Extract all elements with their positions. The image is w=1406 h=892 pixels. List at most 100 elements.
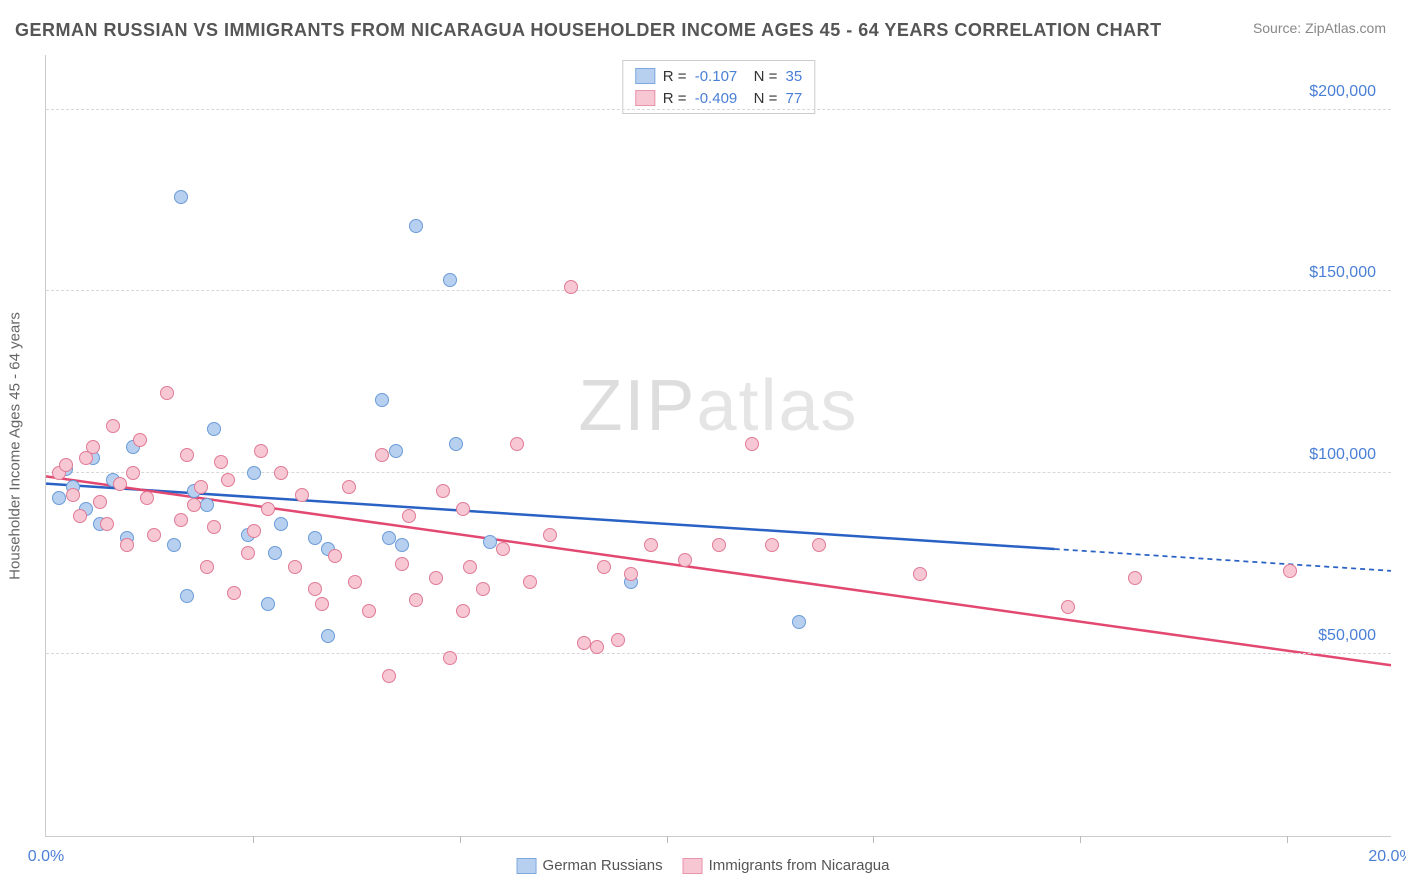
data-point [247, 466, 261, 480]
watermark-thin: atlas [696, 366, 858, 446]
data-point [59, 458, 73, 472]
data-point [792, 615, 806, 629]
legend-n: N = 77 [745, 90, 802, 107]
data-point [443, 273, 457, 287]
legend-r: R = -0.107 [663, 68, 737, 85]
data-point [590, 640, 604, 654]
trend-line-dashed [1055, 549, 1391, 571]
data-point [214, 455, 228, 469]
data-point [409, 219, 423, 233]
data-point [200, 498, 214, 512]
legend-swatch [635, 68, 655, 84]
legend-swatch [517, 858, 537, 874]
data-point [449, 437, 463, 451]
data-point [543, 528, 557, 542]
data-point [315, 597, 329, 611]
data-point [261, 502, 275, 516]
data-point [597, 560, 611, 574]
data-point [1128, 571, 1142, 585]
source-label: Source: ZipAtlas.com [1253, 20, 1386, 36]
x-tick-label: 0.0% [28, 848, 64, 866]
data-point [147, 528, 161, 542]
data-point [382, 531, 396, 545]
data-point [456, 604, 470, 618]
legend-row: R = -0.409 N = 77 [635, 87, 802, 109]
data-point [52, 491, 66, 505]
data-point [254, 444, 268, 458]
data-point [174, 190, 188, 204]
data-point [577, 636, 591, 650]
gridline-v [253, 836, 254, 843]
chart-area: ZIPatlas R = -0.107 N = 35 R = -0.409 N … [45, 55, 1391, 837]
data-point [308, 582, 322, 596]
data-point [100, 517, 114, 531]
data-point [274, 517, 288, 531]
data-point [402, 509, 416, 523]
data-point [308, 531, 322, 545]
legend-swatch [683, 858, 703, 874]
data-point [456, 502, 470, 516]
watermark-bold: ZIP [578, 366, 696, 446]
data-point [348, 575, 362, 589]
trend-line [46, 476, 1391, 665]
legend-n: N = 35 [745, 68, 802, 85]
data-point [436, 484, 450, 498]
data-point [187, 498, 201, 512]
gridline-v [1287, 836, 1288, 843]
data-point [200, 560, 214, 574]
data-point [395, 557, 409, 571]
y-axis-label: Householder Income Ages 45 - 64 years [7, 312, 24, 580]
data-point [167, 538, 181, 552]
data-point [644, 538, 658, 552]
data-point [611, 633, 625, 647]
data-point [221, 473, 235, 487]
data-point [564, 280, 578, 294]
legend-series: German Russians Immigrants from Nicaragua [517, 857, 890, 874]
gridline-v [873, 836, 874, 843]
data-point [247, 524, 261, 538]
legend-correlation: R = -0.107 N = 35 R = -0.409 N = 77 [622, 60, 815, 114]
legend-bottom-item: Immigrants from Nicaragua [683, 857, 890, 874]
data-point [624, 567, 638, 581]
data-point [362, 604, 376, 618]
y-tick-label: $100,000 [1309, 446, 1376, 464]
data-point [73, 509, 87, 523]
legend-row: R = -0.107 N = 35 [635, 65, 802, 87]
data-point [295, 488, 309, 502]
data-point [409, 593, 423, 607]
data-point [1061, 600, 1075, 614]
data-point [227, 586, 241, 600]
y-tick-label: $150,000 [1309, 264, 1376, 282]
data-point [140, 491, 154, 505]
data-point [174, 513, 188, 527]
gridline-v [460, 836, 461, 843]
data-point [133, 433, 147, 447]
data-point [812, 538, 826, 552]
data-point [113, 477, 127, 491]
watermark: ZIPatlas [578, 365, 858, 447]
data-point [106, 419, 120, 433]
data-point [375, 393, 389, 407]
data-point [375, 448, 389, 462]
x-tick-label: 20.0% [1368, 848, 1406, 866]
data-point [745, 437, 759, 451]
trend-lines [46, 55, 1391, 836]
data-point [194, 480, 208, 494]
data-point [389, 444, 403, 458]
legend-bottom-item: German Russians [517, 857, 663, 874]
data-point [476, 582, 490, 596]
legend-swatch [635, 90, 655, 106]
plot-region: ZIPatlas R = -0.107 N = 35 R = -0.409 N … [45, 55, 1391, 837]
data-point [241, 546, 255, 560]
data-point [443, 651, 457, 665]
data-point [342, 480, 356, 494]
gridline-h [46, 653, 1391, 654]
legend-label: Immigrants from Nicaragua [709, 857, 890, 874]
data-point [496, 542, 510, 556]
data-point [261, 597, 275, 611]
legend-r: R = -0.409 [663, 90, 737, 107]
data-point [328, 549, 342, 563]
data-point [66, 488, 80, 502]
legend-label: German Russians [543, 857, 663, 874]
data-point [765, 538, 779, 552]
